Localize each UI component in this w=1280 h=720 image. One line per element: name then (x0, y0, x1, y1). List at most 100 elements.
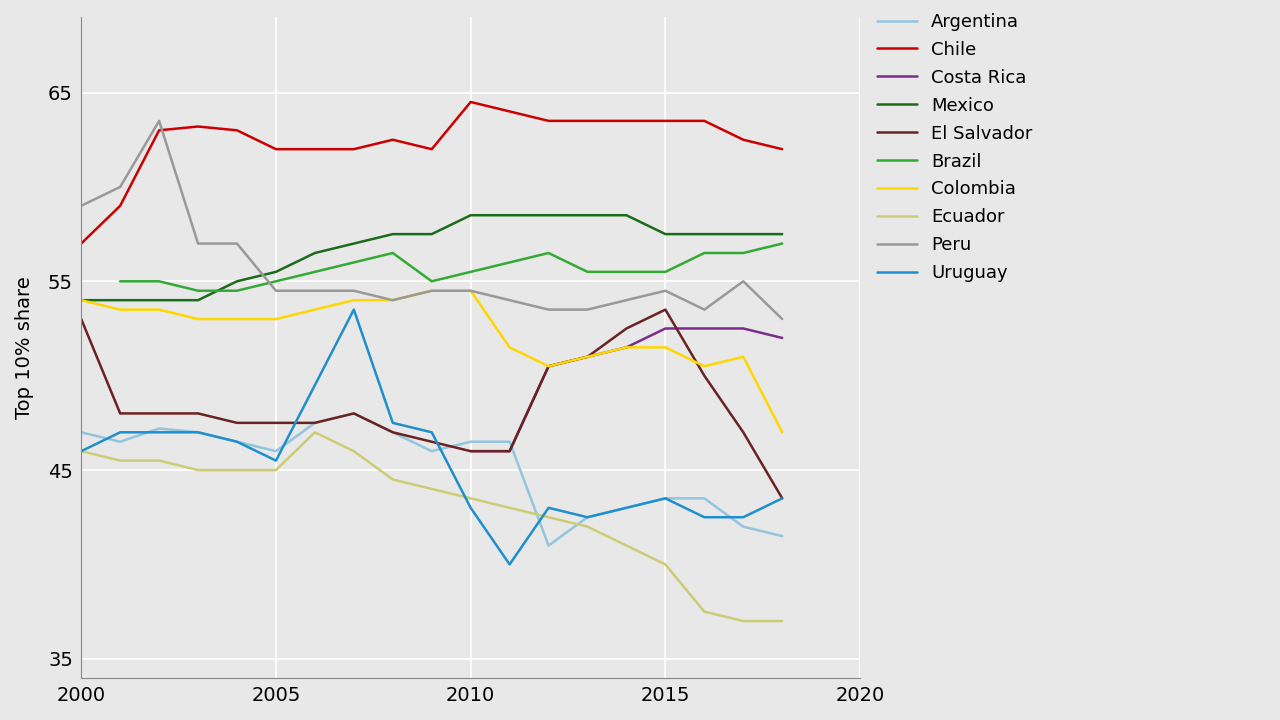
Colombia (307, 305, 323, 314)
Line: Uruguay: Uruguay (81, 310, 782, 564)
Argentina (151, 424, 166, 433)
Ecuador (113, 456, 128, 465)
Colombia (191, 315, 206, 323)
Mexico (736, 230, 751, 238)
Argentina (73, 428, 88, 436)
Colombia (736, 353, 751, 361)
El Salvador (541, 362, 557, 371)
Argentina (229, 438, 244, 446)
Brazil (618, 268, 634, 276)
Argentina (618, 503, 634, 512)
El Salvador (229, 418, 244, 427)
Colombia (151, 305, 166, 314)
Argentina (346, 409, 361, 418)
El Salvador (151, 409, 166, 418)
Argentina (774, 532, 790, 541)
El Salvador (696, 372, 712, 380)
Ecuador (541, 513, 557, 521)
Line: Peru: Peru (81, 121, 782, 319)
El Salvador (113, 409, 128, 418)
Chile (463, 98, 479, 107)
Costa Rica (463, 447, 479, 456)
Uruguay (502, 560, 517, 569)
El Salvador (736, 428, 751, 436)
Costa Rica (502, 447, 517, 456)
Brazil (113, 277, 128, 286)
Chile (73, 239, 88, 248)
Chile (385, 135, 401, 144)
Ecuador (73, 447, 88, 456)
Argentina (191, 428, 206, 436)
Peru (113, 183, 128, 192)
Uruguay (774, 494, 790, 503)
El Salvador (658, 305, 673, 314)
Ecuador (269, 466, 284, 474)
Argentina (113, 438, 128, 446)
Ecuador (658, 560, 673, 569)
El Salvador (618, 324, 634, 333)
Argentina (696, 494, 712, 503)
Uruguay (113, 428, 128, 436)
Ecuador (229, 466, 244, 474)
Peru (736, 277, 751, 286)
Brazil (269, 277, 284, 286)
Ecuador (774, 617, 790, 626)
Colombia (113, 305, 128, 314)
Colombia (580, 353, 595, 361)
Uruguay (73, 447, 88, 456)
Ecuador (618, 541, 634, 550)
El Salvador (346, 409, 361, 418)
Uruguay (696, 513, 712, 521)
Uruguay (269, 456, 284, 465)
Brazil (696, 248, 712, 257)
Mexico (541, 211, 557, 220)
Mexico (424, 230, 439, 238)
Chile (307, 145, 323, 153)
Brazil (307, 268, 323, 276)
Mexico (502, 211, 517, 220)
Colombia (541, 362, 557, 371)
Peru (307, 287, 323, 295)
Argentina (424, 447, 439, 456)
Argentina (385, 428, 401, 436)
Mexico (658, 230, 673, 238)
Line: Chile: Chile (81, 102, 782, 243)
Y-axis label: Top 10% share: Top 10% share (15, 276, 35, 419)
El Salvador (73, 315, 88, 323)
El Salvador (774, 494, 790, 503)
Uruguay (385, 418, 401, 427)
Mexico (73, 296, 88, 305)
Argentina (580, 513, 595, 521)
Chile (346, 145, 361, 153)
Uruguay (229, 438, 244, 446)
Uruguay (541, 503, 557, 512)
Brazil (541, 248, 557, 257)
Line: El Salvador: El Salvador (81, 310, 782, 498)
El Salvador (191, 409, 206, 418)
Chile (658, 117, 673, 125)
Uruguay (618, 503, 634, 512)
Uruguay (191, 428, 206, 436)
Ecuador (736, 617, 751, 626)
Line: Argentina: Argentina (81, 413, 782, 546)
Colombia (502, 343, 517, 351)
Peru (463, 287, 479, 295)
Mexico (191, 296, 206, 305)
Brazil (346, 258, 361, 266)
Colombia (346, 296, 361, 305)
Peru (151, 117, 166, 125)
El Salvador (269, 418, 284, 427)
Chile (269, 145, 284, 153)
Peru (73, 202, 88, 210)
Legend: Argentina, Chile, Costa Rica, Mexico, El Salvador, Brazil, Colombia, Ecuador, Pe: Argentina, Chile, Costa Rica, Mexico, El… (877, 13, 1033, 282)
Peru (424, 287, 439, 295)
Peru (191, 239, 206, 248)
Chile (151, 126, 166, 135)
Mexico (618, 211, 634, 220)
Line: Costa Rica: Costa Rica (471, 328, 782, 451)
Chile (502, 107, 517, 116)
Peru (541, 305, 557, 314)
Chile (774, 145, 790, 153)
Mexico (229, 277, 244, 286)
Colombia (696, 362, 712, 371)
